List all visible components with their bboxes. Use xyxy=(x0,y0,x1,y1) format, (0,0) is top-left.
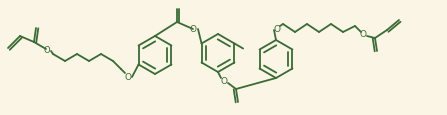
Text: O: O xyxy=(359,30,367,39)
Text: O: O xyxy=(190,25,197,34)
Text: O: O xyxy=(220,77,228,86)
Text: O: O xyxy=(274,24,281,33)
Text: O: O xyxy=(125,73,131,82)
Text: O: O xyxy=(44,46,51,55)
